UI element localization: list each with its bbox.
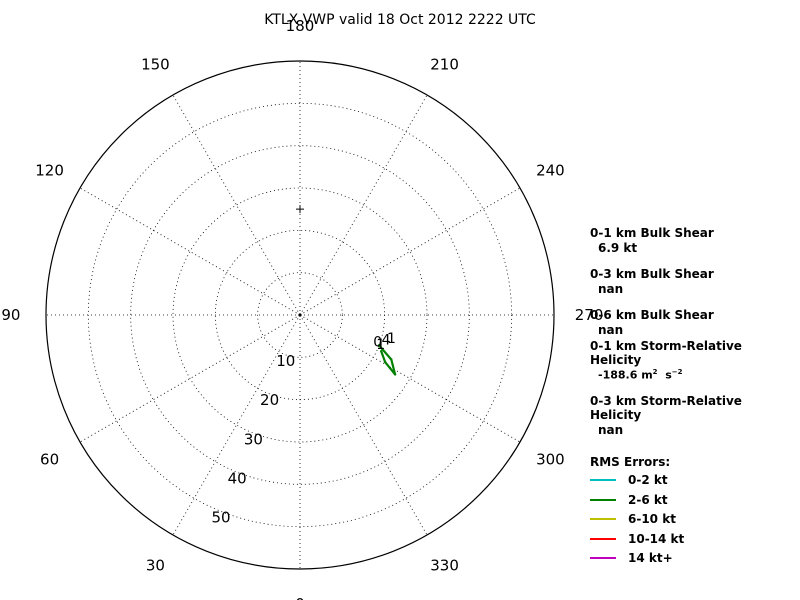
- ring-20: [214, 229, 386, 401]
- rms-legend-item: 14 kt+: [590, 549, 795, 569]
- srh-0-3-label: 0-3 km Storm-Relative Helicity: [590, 393, 742, 422]
- srh-0-1-unit-exp1: 2: [652, 368, 658, 376]
- ring-10: [257, 272, 343, 358]
- spoke-line-30: [172, 314, 301, 536]
- radial-tick-50: 50: [211, 509, 230, 527]
- angle-tick-0: 0: [295, 595, 305, 600]
- angle-tick-240: 240: [536, 161, 565, 179]
- angle-tick-120: 120: [35, 161, 64, 179]
- bulk-shear-0-6: 0-6 km Bulk Shear nan: [590, 308, 795, 337]
- angle-tick-210: 210: [430, 56, 459, 74]
- srh-0-1: 0-1 km Storm-Relative Helicity -188.6 m2…: [590, 339, 795, 382]
- srh-0-1-unit-exp2: −2: [671, 368, 683, 376]
- srh-0-3-value: nan: [598, 422, 624, 437]
- srh-0-1-number: -188.6 m: [598, 368, 653, 382]
- rms-legend-item: 6-10 kt: [590, 510, 795, 530]
- rms-legend-swatch: [590, 557, 616, 560]
- point-label-0: 1: [376, 337, 385, 353]
- storm-motion-marker: [296, 205, 304, 214]
- radial-tick-20: 20: [260, 391, 279, 409]
- rms-title: RMS Errors:: [590, 454, 671, 469]
- hodograph-point-0-3: [384, 361, 387, 364]
- bulk-shear-0-3-label: 0-3 km Bulk Shear: [590, 267, 714, 281]
- rms-legend: 0-2 kt 2-6 kt 6-10 kt 10-14 kt 14 kt+: [590, 471, 795, 569]
- spoke-line-120: [79, 187, 301, 316]
- angle-tick-30: 30: [146, 556, 165, 574]
- rms-legend-label: 6-10 kt: [628, 512, 676, 527]
- bulk-shear-0-1-value: 6.9 kt: [598, 241, 638, 255]
- bulk-shear-0-6-label: 0-6 km Bulk Shear: [590, 308, 714, 322]
- bulk-shear-0-1-label: 0-1 km Bulk Shear: [590, 226, 714, 240]
- rms-legend-swatch: [590, 518, 616, 521]
- rms-legend-label: 2-6 kt: [628, 492, 668, 507]
- radial-tick-30: 30: [244, 430, 263, 448]
- ring-50: [87, 102, 513, 528]
- bulk-shear-0-6-value: nan: [598, 323, 624, 337]
- hodograph-point-0-1: [390, 358, 393, 361]
- radial-tick-40: 40: [228, 469, 247, 487]
- spoke-line-150: [172, 94, 301, 316]
- angle-tick-60: 60: [40, 451, 59, 469]
- spoke-line-240: [299, 187, 521, 316]
- rms-legend-swatch: [590, 498, 616, 501]
- rms-legend-swatch: [590, 537, 616, 540]
- srh-0-3: 0-3 km Storm-Relative Helicity nan: [590, 394, 795, 437]
- center-point: [298, 313, 302, 317]
- rms-legend-item: 0-2 kt: [590, 471, 795, 491]
- stats-panel: 0-1 km Bulk Shear 6.9 kt 0-3 km Bulk She…: [590, 226, 795, 568]
- hodograph-point-0-2: [393, 373, 397, 376]
- bulk-shear-0-1: 0-1 km Bulk Shear 6.9 kt: [590, 226, 795, 255]
- rms-legend-item: 2-6 kt: [590, 490, 795, 510]
- hodograph-point-0-0: [377, 344, 381, 347]
- polar-grid: 0306090120150180210240270300330102030405…: [1, 17, 603, 600]
- point-label-2: 4: [382, 333, 391, 349]
- point-label-1: 0: [373, 334, 382, 350]
- hodograph-point-0-4: [380, 350, 383, 353]
- rms-legend-label: 14 kt+: [628, 551, 673, 566]
- angle-tick-270: 270: [575, 306, 604, 324]
- srh-0-1-unit-s: s: [665, 368, 672, 382]
- angle-tick-300: 300: [536, 451, 565, 469]
- chart-title: KTLX VWP valid 18 Oct 2012 2222 UTC: [264, 12, 536, 28]
- bulk-shear-0-3: 0-3 km Bulk Shear nan: [590, 267, 795, 296]
- hodograph-data: 10 41: [296, 205, 397, 376]
- rms-legend-swatch: [590, 479, 616, 482]
- outer-ring: [45, 60, 555, 570]
- angle-tick-90: 90: [1, 306, 20, 324]
- ring-40: [130, 145, 470, 485]
- rms-legend-label: 0-2 kt: [628, 473, 668, 488]
- ring-30: [172, 187, 428, 443]
- srh-0-1-label: 0-1 km Storm-Relative Helicity: [590, 339, 742, 367]
- angle-tick-150: 150: [141, 56, 170, 74]
- radial-tick-10: 10: [276, 352, 295, 370]
- bulk-shear-0-3-value: nan: [598, 282, 624, 296]
- rms-legend-item: 10-14 kt: [590, 529, 795, 549]
- point-label-3: 1: [387, 331, 396, 347]
- srh-0-1-value: -188.6 m2 s−2: [590, 368, 795, 382]
- spoke-line-300: [299, 314, 521, 443]
- angle-tick-180: 180: [286, 17, 315, 35]
- angle-tick-330: 330: [430, 556, 459, 574]
- rms-legend-label: 10-14 kt: [628, 531, 685, 546]
